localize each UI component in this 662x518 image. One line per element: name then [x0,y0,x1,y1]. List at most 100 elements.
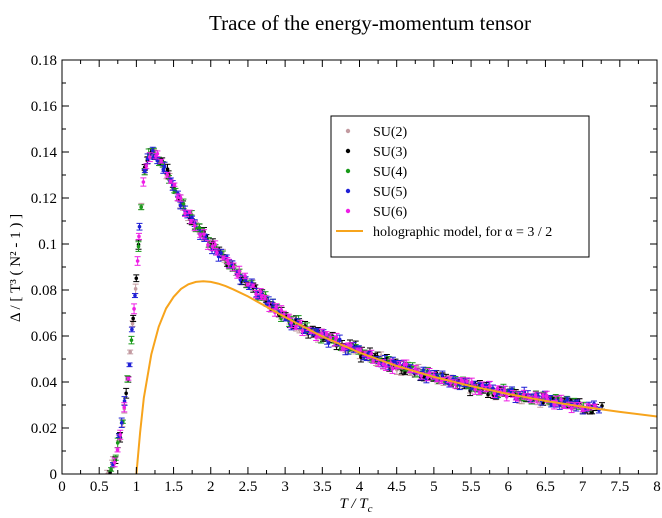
y-tick-label: 0.06 [31,329,58,345]
y-tick-label: 0.04 [31,375,58,391]
plot-area [104,146,657,474]
x-tick-label: 5 [430,479,438,495]
data-point [134,256,141,266]
data-point [503,392,510,402]
x-tick-label: 5.5 [462,479,481,495]
y-axis-ticks: 0 0.02 0.04 0.06 0.08 0.1 0.12 0.14 0.16 0.18 [31,53,657,483]
data-point [141,168,148,174]
legend-item: SU(2) [345,125,408,140]
data-point [133,274,140,283]
data-point [114,447,121,453]
data-point [111,457,118,468]
x-tick-label: 2 [207,479,215,495]
x-tick-label: 7 [579,479,587,495]
legend-marker [345,148,351,154]
y-tick-label: 0.18 [31,53,57,69]
data-point [121,402,128,413]
x-axis-label-sub: c [368,503,373,515]
x-tick-label: 3 [281,479,289,495]
data-point [135,241,142,252]
data-point [197,232,204,238]
data-point [140,177,147,187]
data-point [131,303,138,315]
data-point [244,282,251,287]
data-point [323,331,330,337]
data-point [204,240,211,250]
data-point [520,389,527,400]
x-tick-label: 2.5 [239,479,258,495]
data-point [118,417,125,428]
legend-item: SU(6) [345,205,408,220]
data-point [164,171,171,178]
x-axis-label: T / Tc [340,496,373,515]
x-axis-ticks: 0 0.5 1 1.5 2 2.5 3 3.5 4 4.5 5 5.5 6 6.5 7 7.5 8 [58,60,661,495]
data-point [146,152,153,163]
data-point [236,265,243,277]
data-point [154,150,161,158]
data-point [132,283,139,295]
legend-item: SU(3) [345,145,408,160]
legend-label: SU(5) [373,185,408,200]
data-point [209,241,216,252]
data-point [250,283,257,288]
legend-item: SU(4) [345,165,408,180]
data-point [262,295,269,301]
data-point [177,194,184,202]
legend-marker [345,168,351,174]
data-point [375,359,382,368]
data-point [177,201,184,210]
data-point [225,258,232,269]
data-point [108,467,115,472]
data-point [200,229,207,240]
legend-marker [345,208,351,214]
data-point [135,232,142,240]
x-tick-label: 4.5 [387,479,406,495]
data-point [476,390,483,395]
y-tick-label: 0.12 [31,191,57,207]
data-point [213,249,220,256]
data-point [253,290,260,299]
y-tick-label: 0.02 [31,421,57,437]
legend-item-model: holographic model, for α = 3 / 2 [336,225,552,240]
legend-label: holographic model, for α = 3 / 2 [373,225,552,240]
svg-text:T / Tc: T / Tc [340,496,373,515]
legend-item: SU(5) [345,185,408,200]
x-tick-label: 8 [653,479,661,495]
x-tick-label: 7.5 [610,479,629,495]
data-point [128,326,135,333]
x-tick-label: 3.5 [313,479,332,495]
x-axis-label-main: T / T [340,496,370,512]
data-point [143,163,150,170]
data-point [126,362,133,368]
data-point [158,158,165,164]
legend-label: SU(4) [373,165,408,180]
data-point [128,335,135,345]
y-tick-label: 0 [50,467,58,483]
data-point [212,240,219,249]
data-point [136,222,143,231]
y-tick-label: 0.1 [38,237,57,253]
x-tick-label: 1.5 [164,479,183,495]
data-point [540,392,547,399]
data-point [130,314,137,323]
legend-label: SU(2) [373,125,408,140]
legend-marker [345,188,351,194]
data-point [325,338,332,348]
data-point [220,255,227,261]
data-point [171,182,178,187]
y-axis-label: Δ / [ T³ ( N² - 1 ) ] [8,214,24,322]
data-point [131,293,138,299]
y-tick-label: 0.08 [31,283,57,299]
legend: SU(2) SU(3) SU(4) SU(5) SU(6) holographic mod… [330,115,590,258]
data-point [273,303,280,310]
data-point [242,272,249,280]
data-point [127,349,134,355]
x-tick-label: 1 [133,479,141,495]
data-point [117,429,124,440]
model-curve-line [135,280,657,474]
data-point [230,262,237,272]
data-point [403,359,410,369]
y-tick-label: 0.16 [31,99,58,115]
x-tick-label: 6.5 [536,479,555,495]
